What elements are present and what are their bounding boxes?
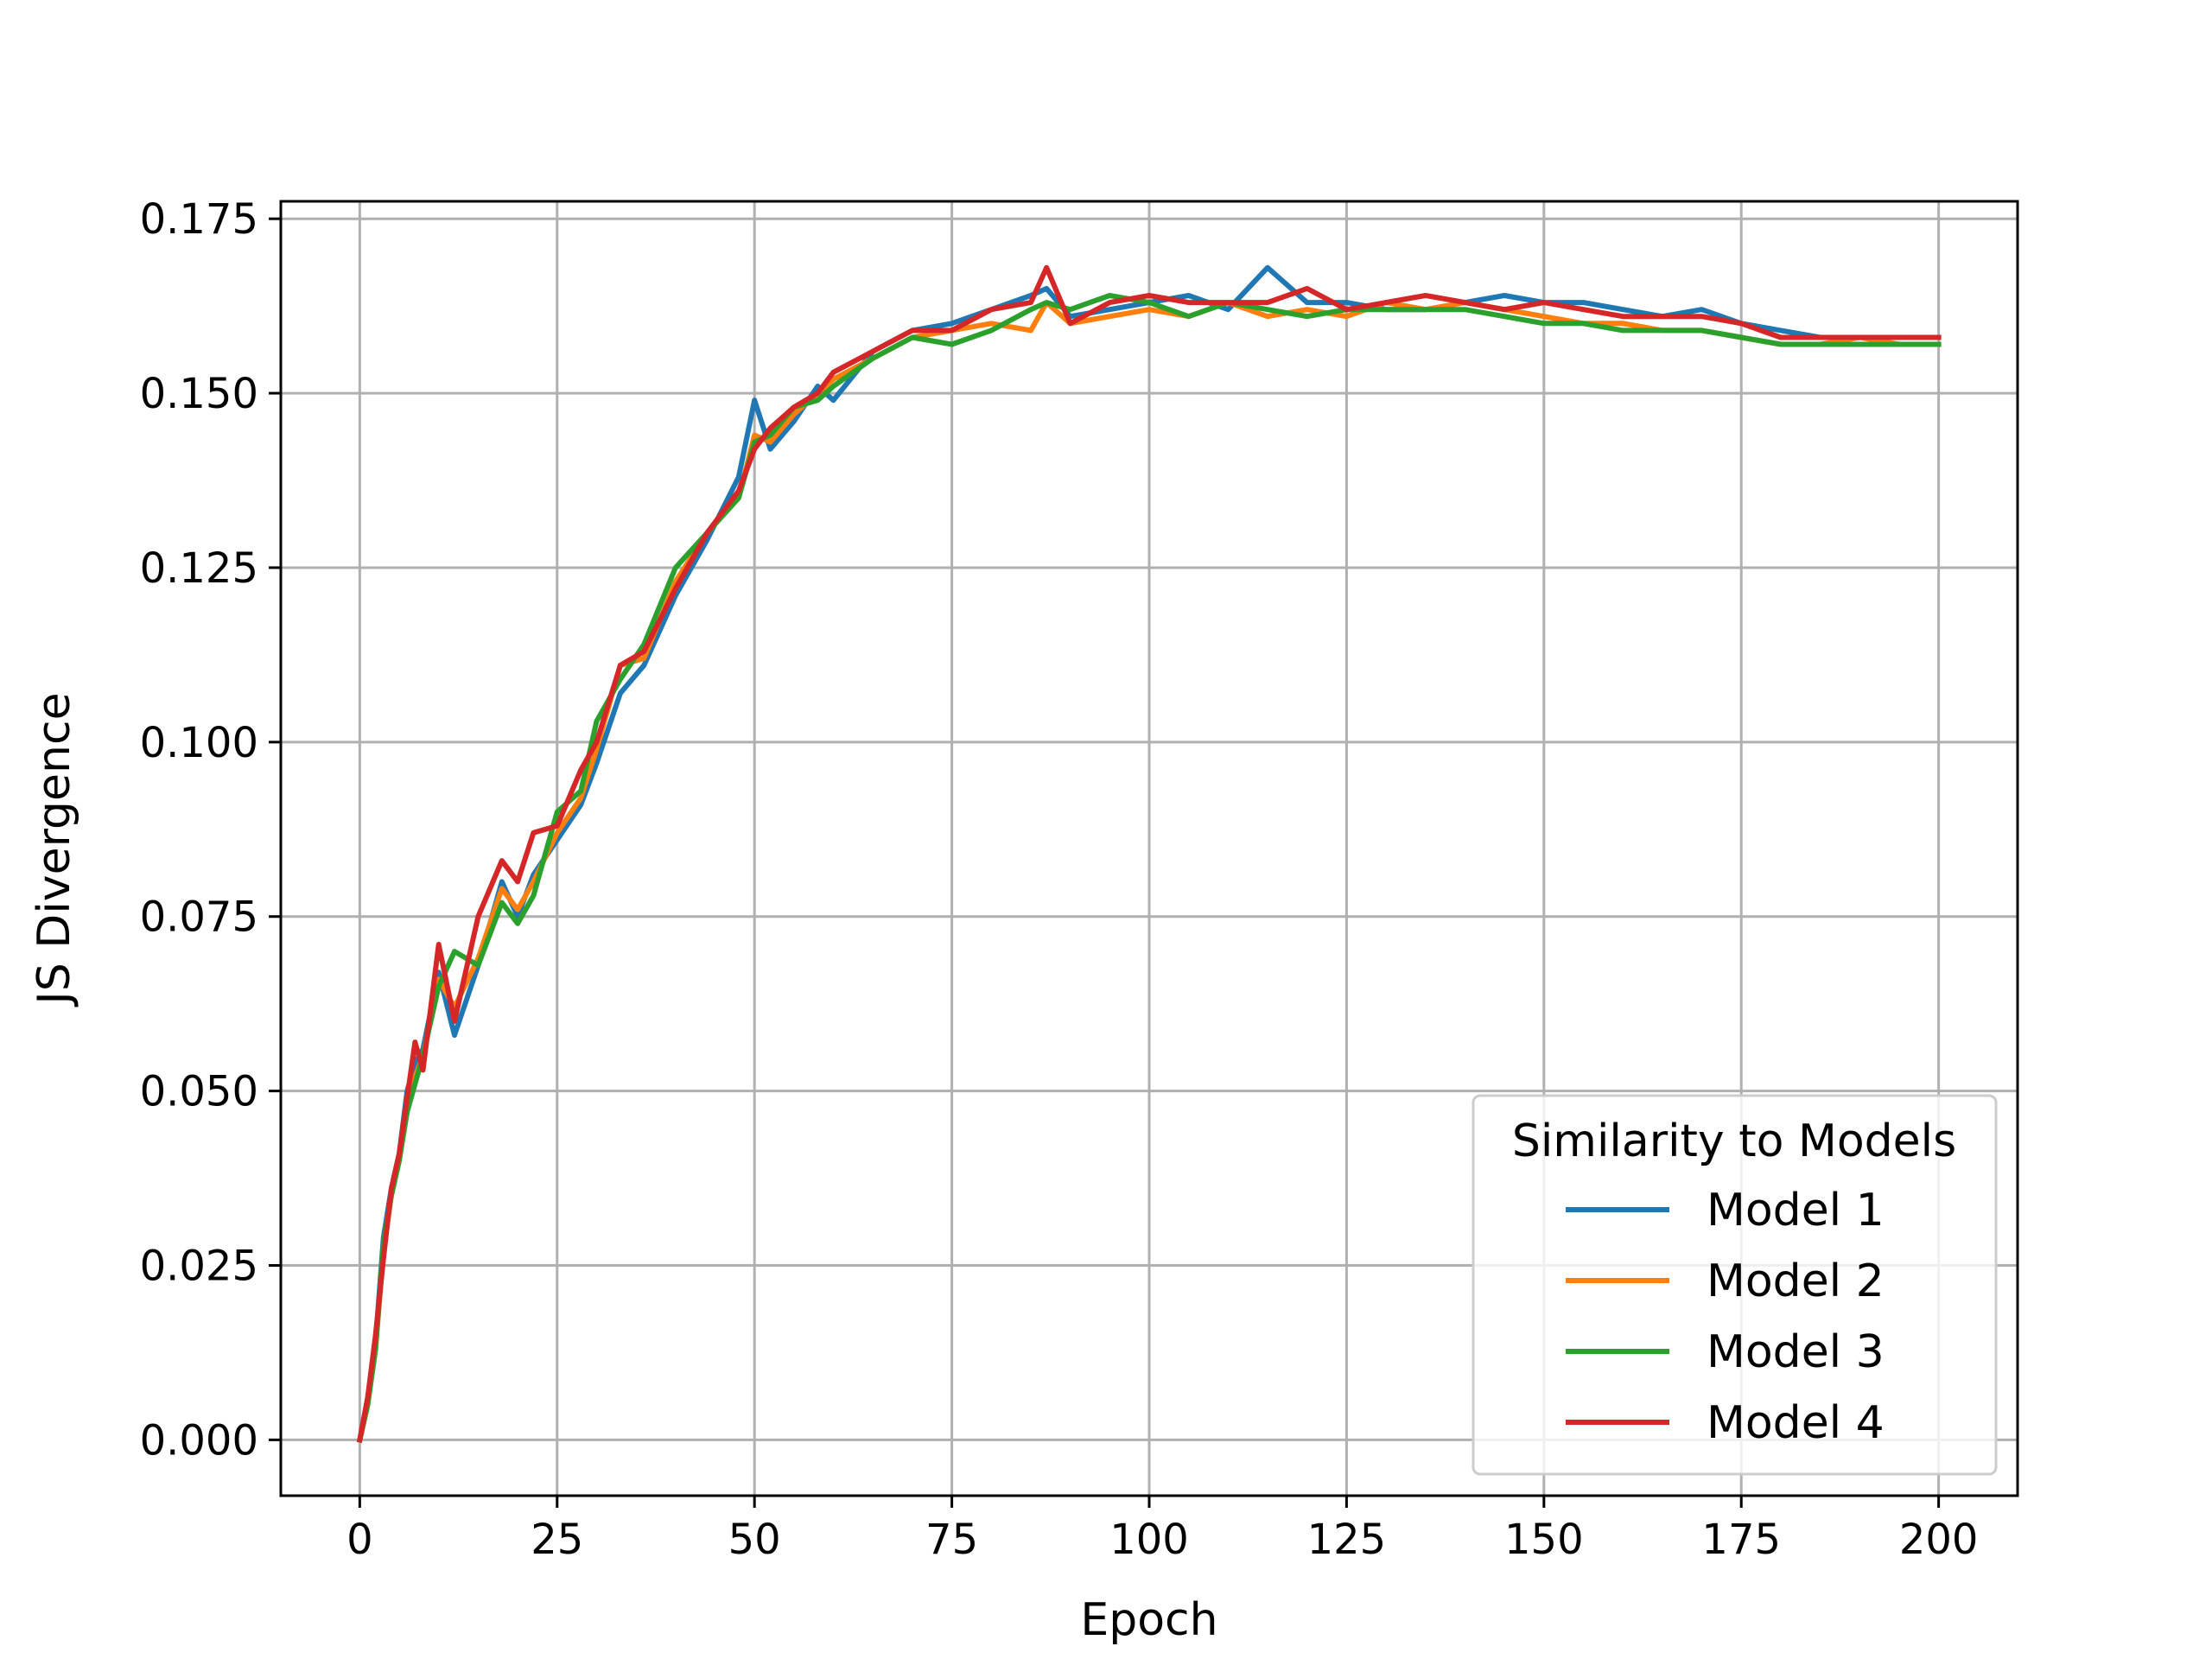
series-line-model-4 — [356, 264, 1942, 1443]
x-tick-label: 150 — [1504, 1516, 1584, 1564]
x-tick-label: 125 — [1307, 1516, 1387, 1564]
series-layer — [356, 264, 1942, 1443]
y-tick-label: 0.075 — [140, 893, 258, 942]
x-axis: 0 25 50 75 100 125 150 175 200 — [346, 1496, 1978, 1564]
x-tick-label: 175 — [1701, 1516, 1781, 1564]
y-tick-label: 0.125 — [140, 544, 258, 593]
legend-title: Similarity to Models — [1512, 1116, 1956, 1167]
x-axis-label: Epoch — [1080, 1594, 1217, 1646]
y-tick-label: 0.050 — [140, 1068, 258, 1116]
y-tick-label: 0.150 — [140, 370, 258, 418]
x-tick-label: 200 — [1899, 1516, 1979, 1564]
legend-box — [1471, 1094, 1998, 1476]
legend-items: Model 1 Model 2 Model 3 Model 4 — [1566, 1185, 1885, 1449]
y-tick-label: 0.100 — [140, 719, 258, 767]
y-axis-label: JS Divergence — [29, 692, 80, 1007]
x-tick-label: 50 — [728, 1516, 781, 1564]
y-tick-label: 0.000 — [140, 1416, 258, 1465]
y-axis: 0.000 0.025 0.050 0.075 0.100 0.125 0.150 0.175 — [140, 195, 281, 1465]
y-tick-label: 0.025 — [140, 1243, 258, 1291]
x-tick-label: 25 — [531, 1516, 583, 1564]
legend-label: Model 4 — [1707, 1397, 1885, 1449]
x-tick-label: 75 — [925, 1516, 978, 1564]
legend-label: Model 1 — [1707, 1185, 1885, 1236]
legend-label: Model 2 — [1707, 1255, 1885, 1307]
legend-label: Model 3 — [1707, 1326, 1885, 1378]
x-tick-label: 100 — [1109, 1516, 1189, 1564]
x-tick-label: 0 — [346, 1516, 373, 1564]
y-tick-label: 0.175 — [140, 195, 258, 244]
